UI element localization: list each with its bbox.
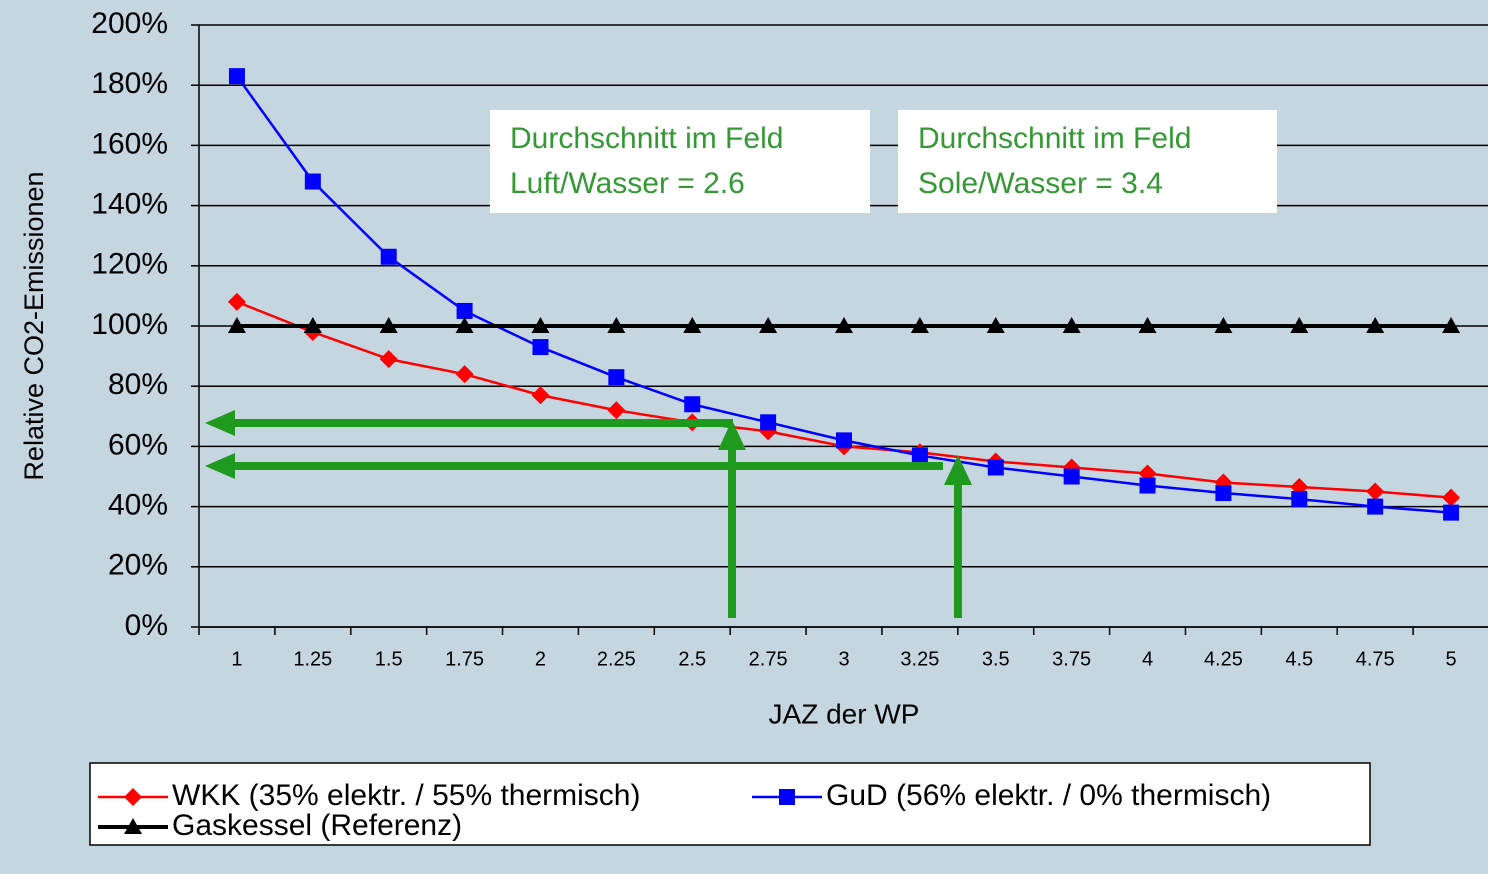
marker — [379, 317, 398, 333]
legend-label: GuD (56% elektr. / 0% thermisch) — [826, 779, 1271, 812]
marker — [227, 317, 246, 333]
x-tick-label: 3 — [838, 648, 849, 670]
marker — [986, 317, 1005, 333]
arrow-head — [718, 420, 746, 450]
marker — [456, 302, 473, 319]
arrow-shaft — [228, 419, 733, 427]
x-tick-label: 1.75 — [445, 648, 484, 670]
marker — [455, 365, 474, 384]
marker — [1367, 498, 1384, 515]
x-tick-label: 4.75 — [1356, 648, 1395, 670]
x-tick-label: 2.25 — [597, 648, 636, 670]
marker — [1062, 317, 1081, 333]
x-tick-label: 4.5 — [1285, 648, 1313, 670]
marker — [1063, 468, 1080, 485]
legend: WKK (35% elektr. / 55% thermisch) GuD (56… — [98, 779, 1271, 842]
marker — [303, 317, 322, 333]
arrow-head — [205, 410, 235, 436]
marker — [304, 173, 321, 190]
marker — [910, 317, 929, 333]
marker — [1442, 317, 1461, 333]
x-tick-label: 4 — [1142, 648, 1153, 670]
annotation-text: Luft/Wasser = 2.6 — [510, 167, 745, 200]
plot-area: 0% 20% 40% 60% 80% 100% 120% 140% 160% 180% 200% 1 1… — [91, 7, 1488, 670]
x-tick-label: 2 — [535, 648, 546, 670]
marker — [608, 369, 625, 386]
arrow-head — [944, 455, 972, 485]
annotation-box: Durchschnitt im Feld Sole/Wasser = 3.4 — [898, 110, 1277, 213]
marker — [1443, 504, 1460, 521]
marker — [1290, 317, 1309, 333]
x-axis-label: JAZ der WP — [769, 698, 920, 729]
marker — [1215, 485, 1232, 502]
x-tick-label: 3.75 — [1052, 648, 1091, 670]
y-tick-label: 20% — [108, 549, 168, 582]
marker — [779, 789, 795, 805]
annotation-text: Durchschnitt im Feld — [510, 122, 783, 155]
legend-label: Gaskessel (Referenz) — [172, 809, 462, 842]
x-tick-label: 5 — [1445, 648, 1456, 670]
legend-box — [89, 762, 1371, 846]
marker — [759, 317, 778, 333]
legend-label: WKK (35% elektr. / 55% thermisch) — [172, 779, 641, 812]
marker — [532, 339, 549, 356]
marker — [1291, 491, 1308, 508]
annotation-box: Durchschnitt im Feld Luft/Wasser = 2.6 — [490, 110, 870, 213]
marker — [760, 414, 777, 431]
marker — [380, 248, 397, 265]
marker — [835, 317, 853, 333]
arrow-head — [205, 453, 235, 479]
marker — [911, 447, 928, 464]
arrows — [205, 410, 972, 618]
x-tick-label: 4.25 — [1204, 648, 1243, 670]
y-tick-label: 140% — [91, 188, 168, 221]
marker — [684, 396, 701, 413]
y-tick-label: 60% — [108, 428, 168, 461]
marker — [379, 350, 398, 369]
y-tick-label: 200% — [91, 7, 168, 40]
arrow-shaft — [728, 448, 736, 618]
marker — [124, 788, 142, 806]
y-tick-label: 0% — [125, 609, 168, 642]
y-tick-label: 120% — [91, 248, 168, 281]
arrow-shaft — [228, 462, 943, 470]
y-tick-label: 160% — [91, 127, 168, 160]
marker — [1139, 477, 1156, 494]
y-tick-label: 80% — [108, 368, 168, 401]
marker — [1366, 317, 1385, 333]
y-tick-label: 180% — [91, 67, 168, 100]
annotation-background — [898, 110, 1277, 213]
x-tick-label: 1 — [231, 648, 242, 670]
y-tick-label: 100% — [91, 308, 168, 341]
marker — [531, 317, 550, 333]
annotation-text: Sole/Wasser = 3.4 — [918, 167, 1163, 200]
marker — [228, 68, 245, 85]
marker — [124, 818, 142, 834]
arrow-shaft — [954, 483, 962, 618]
annotation-background — [490, 110, 870, 213]
marker — [607, 317, 626, 333]
marker — [987, 459, 1004, 476]
y-axis-label: Relative CO2-Emissionen — [19, 171, 49, 480]
annotation-text: Durchschnitt im Feld — [918, 122, 1191, 155]
marker — [836, 432, 852, 449]
marker — [607, 401, 626, 420]
x-tick-label: 1.5 — [375, 648, 403, 670]
marker — [455, 317, 474, 333]
marker — [227, 292, 246, 311]
marker — [1214, 317, 1233, 333]
x-tick-label: 3.25 — [900, 648, 939, 670]
marker — [1366, 482, 1385, 501]
x-tick-label: 2.5 — [678, 648, 706, 670]
marker — [683, 317, 702, 333]
marker — [1138, 317, 1157, 333]
marker — [531, 386, 550, 405]
x-tick-label: 1.25 — [293, 648, 332, 670]
x-tick-label: 3.5 — [982, 648, 1010, 670]
x-tick-label: 2.75 — [749, 648, 788, 670]
y-tick-label: 40% — [108, 489, 168, 522]
marker — [1442, 488, 1461, 507]
